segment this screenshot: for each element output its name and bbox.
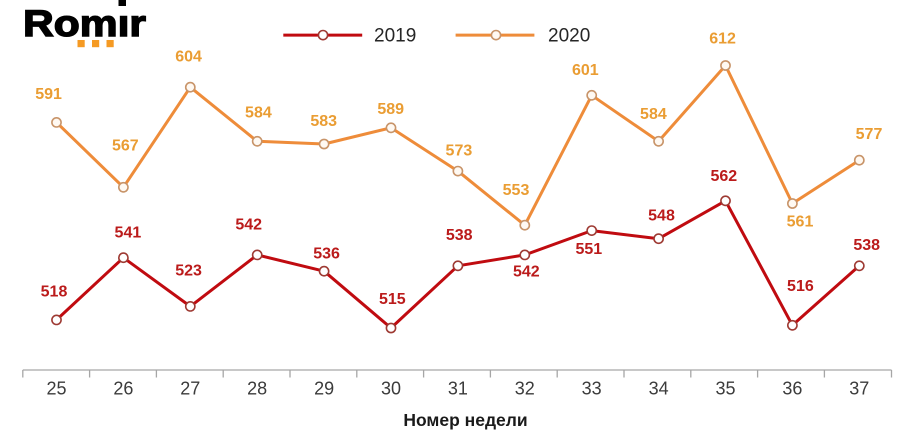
svg-text:27: 27 xyxy=(180,379,200,399)
svg-text:567: 567 xyxy=(112,137,139,154)
svg-text:37: 37 xyxy=(849,379,869,399)
svg-text:538: 538 xyxy=(446,227,473,244)
svg-text:584: 584 xyxy=(245,105,272,122)
svg-text:523: 523 xyxy=(175,262,202,279)
svg-text:29: 29 xyxy=(314,379,334,399)
svg-text:516: 516 xyxy=(787,278,814,295)
svg-text:536: 536 xyxy=(313,245,340,262)
svg-text:604: 604 xyxy=(175,48,202,65)
svg-text:551: 551 xyxy=(575,241,602,258)
svg-text:31: 31 xyxy=(448,379,468,399)
svg-text:30: 30 xyxy=(381,379,401,399)
svg-text:515: 515 xyxy=(379,291,406,308)
svg-text:548: 548 xyxy=(648,208,675,225)
svg-text:34: 34 xyxy=(649,379,669,399)
svg-text:577: 577 xyxy=(856,126,883,143)
svg-text:32: 32 xyxy=(515,379,535,399)
svg-text:2019: 2019 xyxy=(374,26,416,47)
svg-text:Номер недели: Номер недели xyxy=(403,410,527,430)
svg-text:553: 553 xyxy=(503,182,530,199)
svg-text:583: 583 xyxy=(310,113,337,130)
svg-text:28: 28 xyxy=(247,379,267,399)
svg-text:562: 562 xyxy=(710,168,737,185)
svg-text:573: 573 xyxy=(446,143,473,160)
svg-text:601: 601 xyxy=(572,62,599,79)
svg-text:2020: 2020 xyxy=(548,26,590,47)
svg-text:612: 612 xyxy=(709,30,736,47)
svg-text:541: 541 xyxy=(115,224,142,241)
svg-text:25: 25 xyxy=(46,379,66,399)
svg-text:589: 589 xyxy=(377,101,404,118)
svg-text:584: 584 xyxy=(640,106,667,123)
svg-text:542: 542 xyxy=(513,264,540,281)
svg-text:538: 538 xyxy=(853,237,880,254)
svg-text:35: 35 xyxy=(715,379,735,399)
svg-text:36: 36 xyxy=(782,379,802,399)
svg-text:26: 26 xyxy=(113,379,133,399)
svg-text:518: 518 xyxy=(41,283,68,300)
svg-text:33: 33 xyxy=(582,379,602,399)
svg-text:542: 542 xyxy=(235,216,262,233)
svg-text:591: 591 xyxy=(35,86,62,103)
svg-text:561: 561 xyxy=(787,213,814,230)
